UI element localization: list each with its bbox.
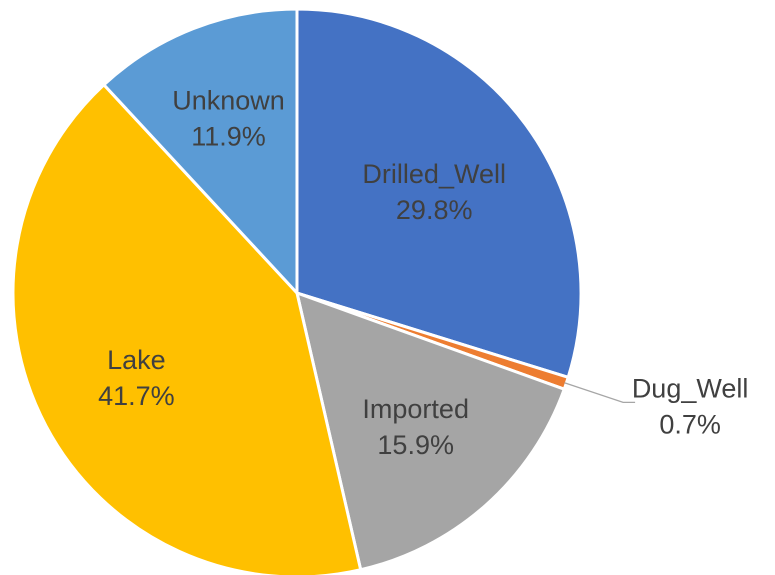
data-label-unknown: Unknown 11.9% [172, 86, 285, 152]
data-label-value-imported: 15.9% [377, 430, 454, 460]
data-label-value-lake: 41.7% [98, 381, 175, 411]
data-label-drilled-well: Drilled_Well 29.8% [362, 159, 506, 225]
pie-slice-imported [294, 290, 567, 572]
data-label-category-dug-well: Dug_Well [632, 373, 749, 403]
data-label-category-imported: Imported [362, 394, 469, 424]
data-label-value-unknown: 11.9% [191, 122, 266, 152]
data-label-value-drilled-well: 29.8% [396, 195, 473, 225]
pie-slice-unknown [101, 7, 299, 297]
leader-line-dug-well [564, 382, 636, 404]
slices-layer [11, 7, 583, 575]
data-label-imported: Imported 15.9% [362, 394, 469, 460]
data-labels-layer: Drilled_Well 29.8% Dug_Well 0.7% Imported 15.… [98, 86, 748, 460]
data-label-lake: Lake 41.7% [98, 345, 175, 411]
pie-slice-drilled-well [295, 7, 583, 380]
data-label-category-lake: Lake [107, 345, 166, 375]
data-label-category-drilled-well: Drilled_Well [362, 159, 506, 189]
data-label-dug-well: Dug_Well 0.7% [632, 373, 749, 439]
pie-slice-lake [11, 82, 363, 575]
data-label-category-unknown: Unknown [172, 86, 285, 116]
data-label-value-dug-well: 0.7% [659, 409, 721, 439]
leader-lines-layer [564, 382, 636, 404]
